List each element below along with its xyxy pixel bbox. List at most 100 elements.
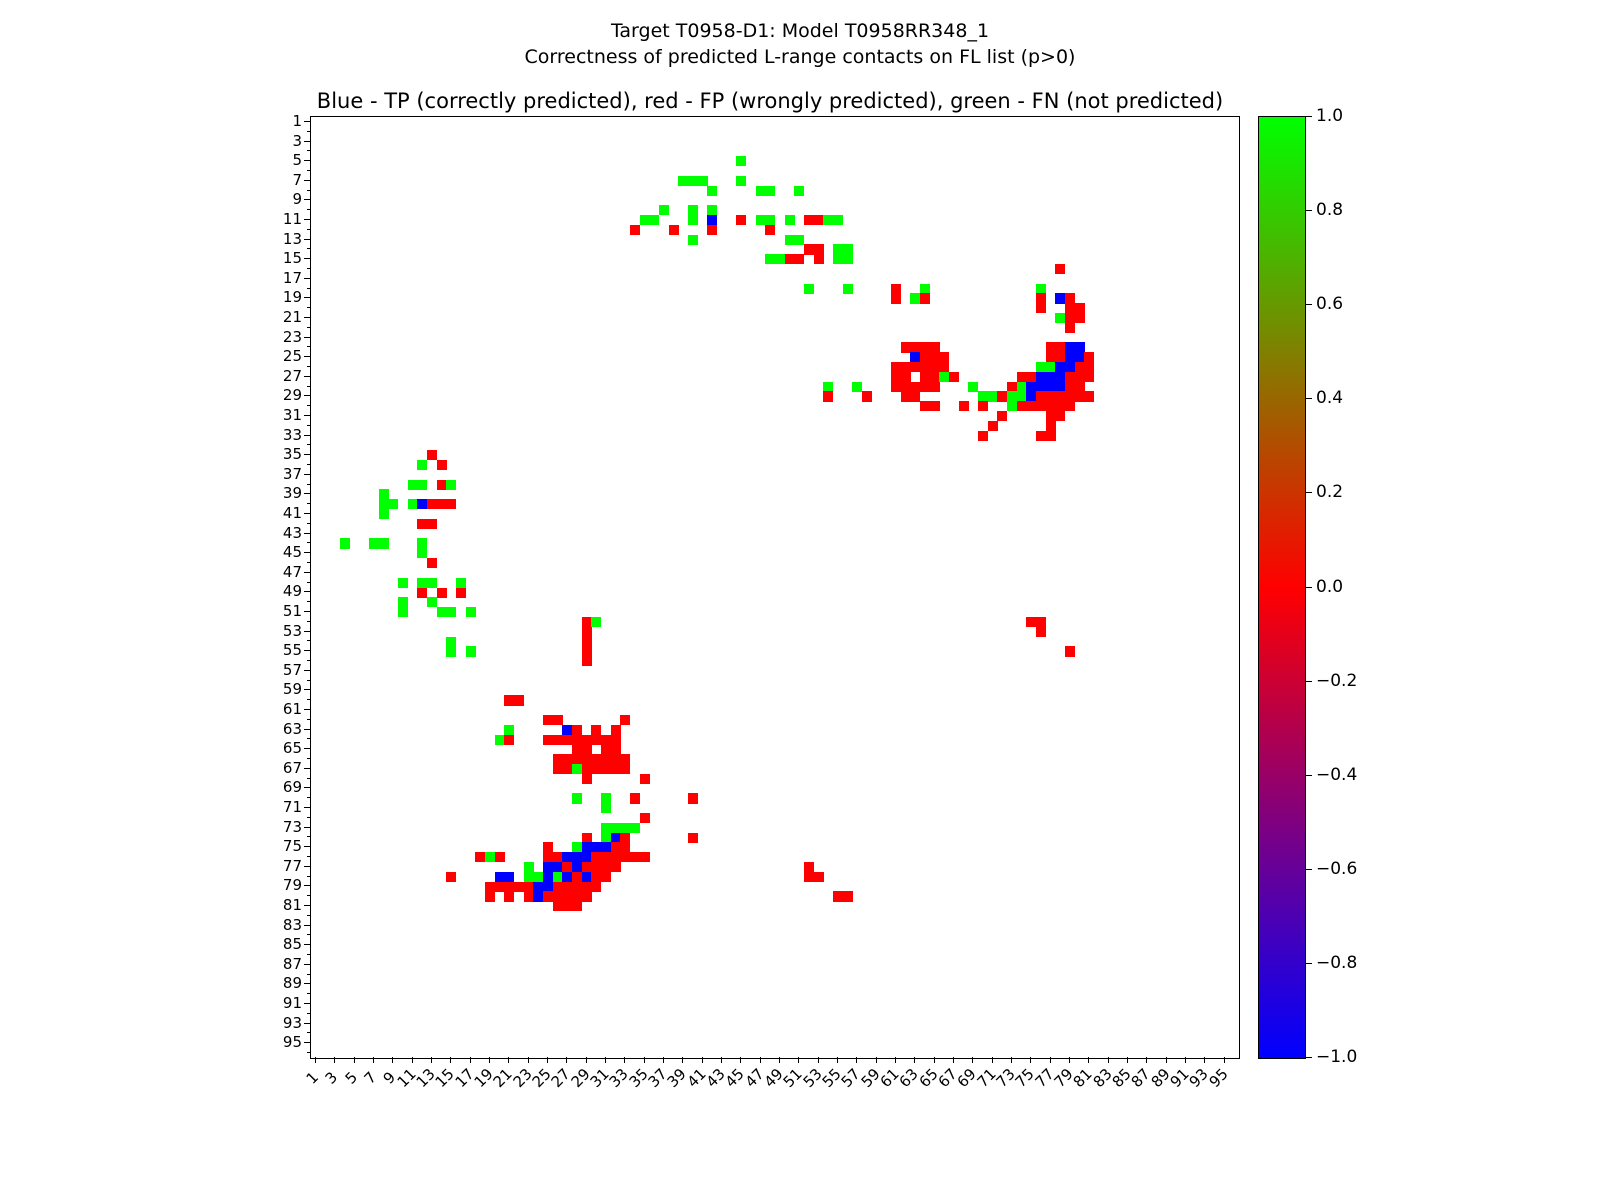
contact-cell: [1074, 352, 1085, 363]
y-axis-tick-label: 29: [282, 386, 302, 405]
y-axis-tick-label: 77: [282, 856, 302, 875]
y-axis-tick-label: 21: [282, 307, 302, 326]
contact-cell: [581, 636, 592, 647]
x-axis-tick: [1049, 1057, 1051, 1063]
y-axis-tick: [304, 963, 310, 965]
contact-cell: [407, 499, 418, 510]
contact-cell: [1065, 401, 1076, 412]
contact-cell: [900, 371, 911, 383]
contact-cell: [736, 215, 747, 226]
y-axis-minor-tick: [307, 875, 310, 877]
contact-cell: [581, 763, 592, 775]
y-axis-tick-label: 9: [292, 190, 302, 209]
contact-cell: [620, 842, 631, 853]
contact-cell: [591, 616, 602, 628]
y-axis-tick: [304, 1022, 310, 1024]
contact-cell: [1045, 401, 1056, 412]
x-axis-tick: [778, 1057, 780, 1063]
contact-cell: [1007, 401, 1018, 412]
contact-cell: [417, 548, 428, 559]
contact-cell: [1084, 362, 1095, 373]
y-axis-tick: [304, 767, 310, 769]
contact-cell: [1036, 626, 1047, 637]
contact-cell: [601, 803, 612, 814]
colorbar-tick: [1306, 868, 1312, 870]
contact-cell: [581, 881, 592, 892]
y-axis-tick-label: 49: [282, 582, 302, 601]
y-axis-minor-tick: [307, 993, 310, 995]
contact-cell: [813, 215, 824, 226]
contact-cell: [1026, 381, 1037, 392]
contact-cell: [591, 881, 602, 892]
contact-cell: [784, 215, 795, 226]
contact-cell: [543, 871, 554, 882]
y-axis-minor-tick: [307, 718, 310, 720]
x-axis-tick: [682, 1057, 684, 1063]
contact-cell: [833, 891, 844, 902]
contact-cell: [572, 763, 583, 775]
contact-cell: [378, 538, 389, 549]
y-axis-minor-tick: [307, 483, 310, 485]
y-axis-tick-label: 63: [282, 719, 302, 738]
contact-cell: [823, 381, 834, 392]
y-axis-minor-tick: [307, 973, 310, 975]
y-axis-minor-tick: [307, 463, 310, 465]
contact-cell: [562, 881, 573, 892]
y-axis-tick: [304, 689, 310, 691]
contact-cell: [543, 891, 554, 902]
contact-cell: [804, 215, 815, 226]
contact-cell: [1065, 313, 1076, 324]
contact-cell: [552, 891, 563, 902]
contact-cell: [823, 215, 834, 226]
contact-cell: [581, 871, 592, 882]
contact-cell: [572, 734, 583, 745]
contact-cell: [1074, 381, 1085, 392]
contact-cell: [639, 812, 650, 824]
contact-cell: [1065, 342, 1076, 353]
contact-cell: [1036, 381, 1047, 392]
colorbar-tick-label: 0.8: [1316, 200, 1344, 221]
contact-cell: [465, 646, 476, 657]
contact-cell: [581, 734, 592, 745]
y-axis-tick-label: 13: [282, 229, 302, 248]
y-axis-tick: [304, 356, 310, 358]
y-axis-minor-tick: [307, 660, 310, 662]
contact-cell: [1055, 342, 1066, 353]
contact-cell: [910, 342, 921, 353]
x-axis: [0, 1058, 1600, 1118]
y-axis-tick: [304, 552, 310, 554]
contact-cell: [1026, 401, 1037, 412]
y-axis-tick: [304, 512, 310, 514]
y-axis-minor-tick: [307, 444, 310, 446]
contact-cell: [968, 381, 979, 392]
contact-cell: [407, 479, 418, 490]
colorbar-tick: [1306, 962, 1312, 964]
contact-cell: [591, 763, 602, 775]
y-axis-tick-label: 5: [292, 151, 302, 170]
x-axis-tick: [469, 1057, 471, 1063]
contact-cell: [1055, 371, 1066, 383]
contact-cell: [610, 842, 621, 853]
y-axis-tick: [304, 238, 310, 240]
contact-cell: [601, 744, 612, 755]
contact-cell: [494, 881, 505, 892]
x-axis-tick: [527, 1057, 529, 1063]
y-axis-tick: [304, 160, 310, 162]
y-axis-minor-tick: [307, 248, 310, 250]
contact-cell: [417, 538, 428, 549]
y-axis-minor-tick: [307, 307, 310, 309]
contact-cell: [543, 881, 554, 892]
contact-cell: [601, 734, 612, 745]
contact-cell: [436, 607, 447, 618]
y-axis-tick-label: 93: [282, 1013, 302, 1032]
contact-cell: [1084, 371, 1095, 383]
contact-cell: [997, 411, 1008, 422]
contact-cell: [523, 891, 534, 902]
contact-cell: [1026, 391, 1037, 402]
contact-cell: [427, 499, 438, 510]
y-axis-tick-label: 89: [282, 974, 302, 993]
y-axis-tick: [304, 218, 310, 220]
contact-cell: [610, 852, 621, 863]
contact-cell: [842, 283, 853, 294]
x-axis-tick: [1088, 1057, 1090, 1063]
